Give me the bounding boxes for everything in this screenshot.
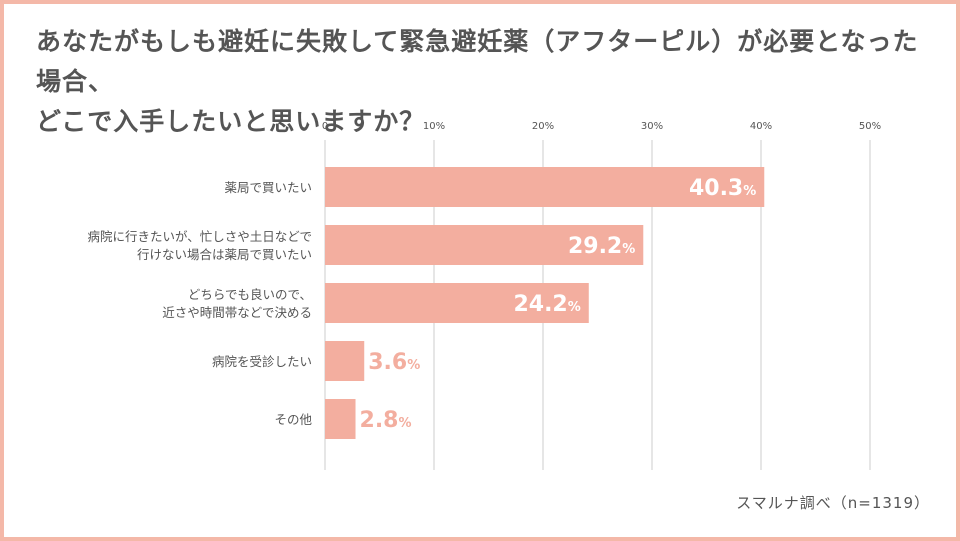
x-tick-label: 0 [322, 121, 328, 132]
category-label: 病院を受診したい [212, 354, 312, 369]
value-label: 24.2% [513, 292, 580, 317]
chart-title-line2: どこで入手したいと思いますか？ [36, 107, 426, 136]
category-label: 薬局で買いたい [224, 180, 312, 195]
x-tick-label: 20% [532, 121, 554, 132]
x-tick-label: 10% [423, 121, 445, 132]
chart-title: あなたがもしも避妊に失敗して緊急避妊薬（アフターピル）が必要となった場合、 どこ… [36, 22, 936, 142]
value-label: 3.6% [368, 350, 420, 375]
category-label: 行けない場合は薬局で買いたい [137, 247, 312, 262]
bar [325, 225, 644, 265]
bar [325, 399, 356, 439]
bar [325, 283, 589, 323]
value-label: 29.2% [568, 234, 635, 259]
category-label: 近さや時間帯などで決める [162, 305, 312, 320]
category-label: 病院に行きたいが、忙しさや土日などで [87, 229, 312, 244]
category-label: どちらでも良いので、 [188, 287, 312, 302]
chart-title-line1: あなたがもしも避妊に失敗して緊急避妊薬（アフターピル）が必要となった場合、 [36, 27, 919, 96]
bar [325, 167, 765, 207]
x-tick-label: 50% [859, 121, 881, 132]
value-label: 40.3% [689, 176, 756, 201]
category-label: その他 [274, 412, 312, 427]
chart-source: スマルナ調べ（n=1319） [736, 494, 930, 512]
x-tick-label: 40% [750, 121, 772, 132]
bar [325, 341, 365, 381]
x-tick-label: 30% [641, 121, 663, 132]
value-label: 2.8% [360, 408, 412, 433]
